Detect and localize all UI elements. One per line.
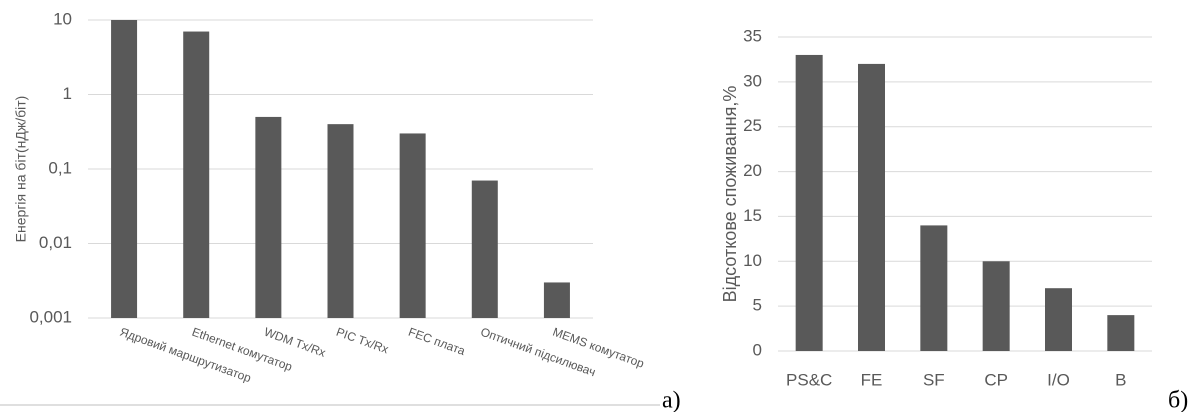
bar bbox=[982, 261, 1010, 351]
y-tick-label: 35 bbox=[743, 26, 762, 45]
x-tick-label: B bbox=[1115, 370, 1126, 389]
y-tick-label: 0,001 bbox=[29, 307, 72, 326]
panel-label: б) bbox=[1168, 388, 1188, 413]
bar bbox=[795, 54, 823, 351]
bar bbox=[183, 31, 210, 319]
y-axis-label: Відсоткове споживання,% bbox=[720, 86, 740, 303]
y-tick-label: 0,01 bbox=[39, 233, 72, 252]
y-tick-label: 10 bbox=[53, 9, 72, 28]
y-tick-label: 1 bbox=[63, 84, 72, 103]
x-tick-label: SF bbox=[923, 370, 945, 389]
bar bbox=[1045, 288, 1072, 351]
bar bbox=[1107, 315, 1135, 351]
bar bbox=[327, 124, 354, 318]
bar bbox=[543, 282, 570, 318]
y-tick-label: 0 bbox=[753, 340, 762, 359]
y-axis-label: Енергія на біт(нДж/біт) bbox=[13, 96, 29, 243]
y-tick-label: 0,1 bbox=[48, 158, 72, 177]
bar bbox=[399, 133, 426, 318]
x-tick-label: I/O bbox=[1047, 370, 1070, 389]
bar bbox=[471, 180, 498, 318]
x-tick-label: FE bbox=[861, 370, 883, 389]
bar bbox=[111, 20, 138, 318]
y-tick-label: 20 bbox=[743, 161, 762, 180]
y-tick-label: 5 bbox=[753, 296, 762, 315]
y-tick-label: 25 bbox=[743, 116, 762, 135]
y-tick-label: 15 bbox=[743, 206, 762, 225]
x-tick-label: PS&C bbox=[786, 370, 832, 389]
bar bbox=[255, 116, 282, 319]
bar bbox=[920, 225, 948, 351]
panel-label: а) bbox=[662, 388, 681, 413]
y-tick-label: 30 bbox=[743, 71, 762, 90]
y-tick-label: 10 bbox=[743, 251, 762, 270]
x-tick-label: CP bbox=[984, 370, 1008, 389]
bar bbox=[858, 63, 885, 352]
